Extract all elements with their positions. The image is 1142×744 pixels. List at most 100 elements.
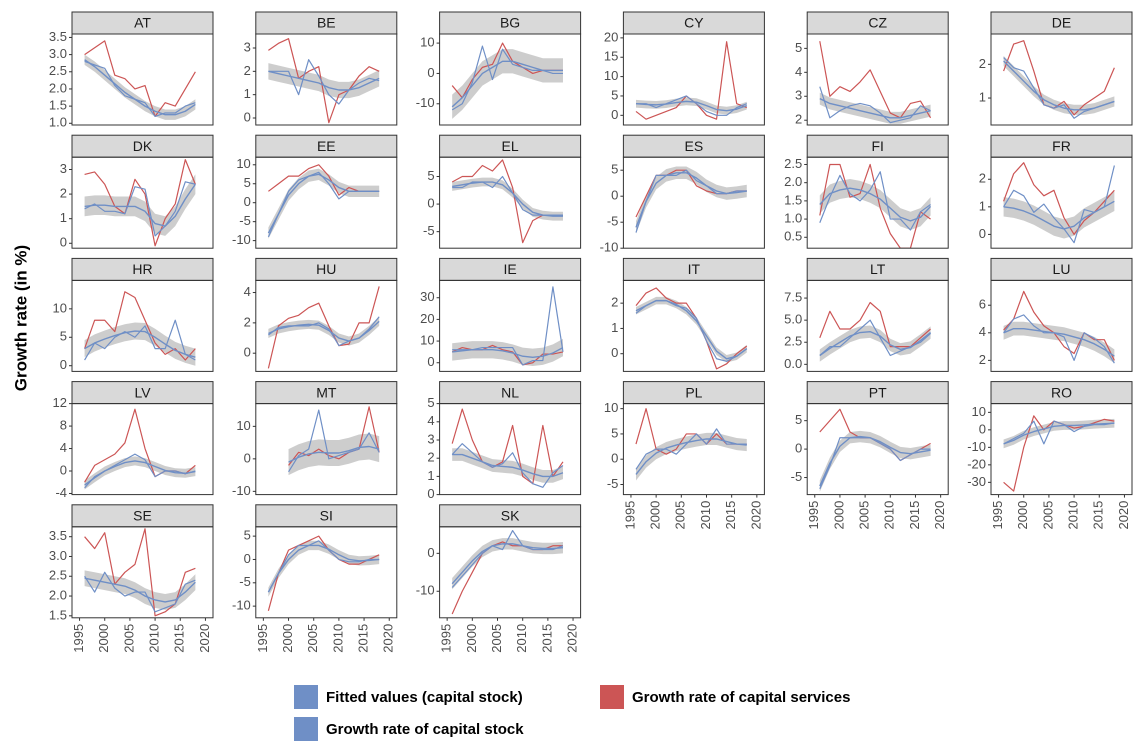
series-line: [451, 529, 564, 588]
panel-border: [806, 279, 949, 372]
y-tick-label: 2.0: [784, 174, 802, 189]
x-tick-label: 2015: [539, 624, 554, 653]
plot-area: [635, 41, 748, 120]
y-tick-label: 0: [427, 486, 434, 501]
y-tick-label: 2.5: [784, 334, 802, 349]
y-tick-label: 1: [611, 320, 618, 335]
y-tick-label: 3.0: [49, 46, 67, 61]
series-line: [819, 171, 931, 231]
panel: IE 0 10 20 30: [420, 257, 582, 372]
y-tick-label: 15: [604, 49, 618, 64]
y-tick-label: 1.0: [49, 115, 67, 130]
x-tick-label: 2010: [882, 501, 897, 530]
x-tick-label: 2000: [831, 501, 846, 530]
x-tick-label: 2005: [1040, 501, 1055, 530]
panel-border: [990, 403, 1133, 496]
series-line: [267, 286, 380, 369]
series-line: [1003, 40, 1115, 116]
y-tick-label: 10: [604, 400, 618, 415]
panel: DK 0 1 2 3: [60, 134, 214, 250]
x-tick-label: 1995: [439, 624, 454, 653]
x-tick-label: 1995: [255, 624, 270, 653]
confidence-band: [268, 540, 380, 597]
series-line: [1003, 165, 1115, 244]
panel-border: [990, 33, 1133, 126]
panel: CY 0 5 10 15 20: [604, 11, 765, 126]
y-tick-label: -5: [607, 214, 619, 229]
y-tick-label: 4: [979, 324, 986, 339]
series-line: [84, 60, 196, 118]
plot-area: [635, 166, 747, 234]
y-tick-label: 5: [427, 168, 434, 183]
panel-border: [71, 526, 214, 619]
confidence-band: [84, 174, 196, 236]
confidence-band: [635, 166, 747, 234]
panel-title: DE: [1052, 15, 1071, 31]
series-line: [451, 45, 563, 111]
panel-title: ES: [685, 138, 704, 154]
legend-label: Fitted values (capital stock): [326, 689, 523, 706]
plot-area: [819, 41, 932, 124]
x-tick-label: 2015: [356, 624, 371, 653]
y-tick-label: 5: [244, 175, 251, 190]
y-tick-label: 10: [972, 404, 986, 419]
panel: DE 1 2: [979, 11, 1133, 126]
y-tick-label: 3: [60, 161, 67, 176]
y-tick-label: 5: [795, 40, 802, 55]
x-tick-label: 2020: [932, 501, 947, 530]
x-tick-label: 2015: [907, 501, 922, 530]
panel-title: DK: [133, 138, 153, 154]
panel: NL 0 1 2 3 4 5: [427, 381, 582, 501]
y-tick-label: 4: [244, 284, 251, 299]
legend-label: Growth rate of capital services: [632, 689, 850, 706]
x-tick-label: 2000: [464, 624, 479, 653]
y-tick-label: -10: [416, 95, 435, 110]
y-tick-label: 3.5: [49, 29, 67, 44]
confidence-band: [1003, 55, 1115, 115]
x-tick-label: 2015: [1091, 501, 1106, 530]
y-tick-label: -5: [239, 213, 251, 228]
y-tick-label: -10: [232, 232, 251, 247]
plot-area: [84, 291, 196, 366]
y-tick-label: 5.0: [784, 312, 802, 327]
y-tick-label: 20: [420, 311, 434, 326]
panel-title: EE: [317, 138, 336, 154]
y-tick-label: 10: [420, 333, 434, 348]
x-tick-label: 2000: [280, 624, 295, 653]
panel-border: [255, 156, 398, 249]
y-tick-label: 5: [60, 329, 67, 344]
panel-border: [990, 279, 1133, 372]
panel: PT -5 0 5 1995 2000 2005 2010 2015 2020: [791, 381, 949, 530]
panel-title: BE: [317, 15, 336, 31]
panel: FR 0 1 2: [979, 134, 1133, 249]
series-line: [819, 437, 931, 490]
series-line: [1003, 57, 1115, 119]
confidence-band: [288, 433, 380, 476]
series-line: [451, 443, 564, 488]
panel: AT 1.0 1.5 2.0 2.5 3.0 3.5: [49, 11, 214, 130]
y-tick-label: 1.5: [784, 192, 802, 207]
y-tick-label: 0: [611, 345, 618, 360]
plot-area: [1003, 162, 1115, 244]
fitted-line: [451, 543, 564, 585]
series-line: [819, 301, 931, 348]
series-line: [1003, 420, 1115, 445]
panel-border: [71, 156, 214, 249]
fitted-line: [1003, 327, 1115, 357]
panel-title: CY: [684, 15, 704, 31]
fitted-line: [452, 453, 564, 478]
x-tick-label: 2010: [147, 624, 162, 653]
panel: RO -30 -20 -10 0 10 1995 2000 2005 2010 2015 2020: [967, 381, 1133, 530]
panel: MT -10 0 10: [232, 381, 398, 498]
plot-area: [267, 535, 380, 611]
series-line: [84, 571, 196, 613]
panel: FI 0.5 1.0 1.5 2.0 2.5: [784, 134, 949, 249]
series-line: [1003, 314, 1115, 364]
x-tick-label: 2005: [489, 624, 504, 653]
plot-area: [84, 159, 196, 247]
series-line: [635, 287, 748, 370]
panel-title: RO: [1051, 384, 1072, 400]
panel-title: SI: [320, 508, 333, 524]
fitted-line: [819, 187, 932, 222]
